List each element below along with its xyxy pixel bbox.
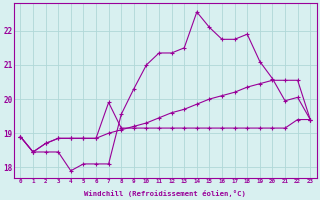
X-axis label: Windchill (Refroidissement éolien,°C): Windchill (Refroidissement éolien,°C) — [84, 190, 246, 197]
